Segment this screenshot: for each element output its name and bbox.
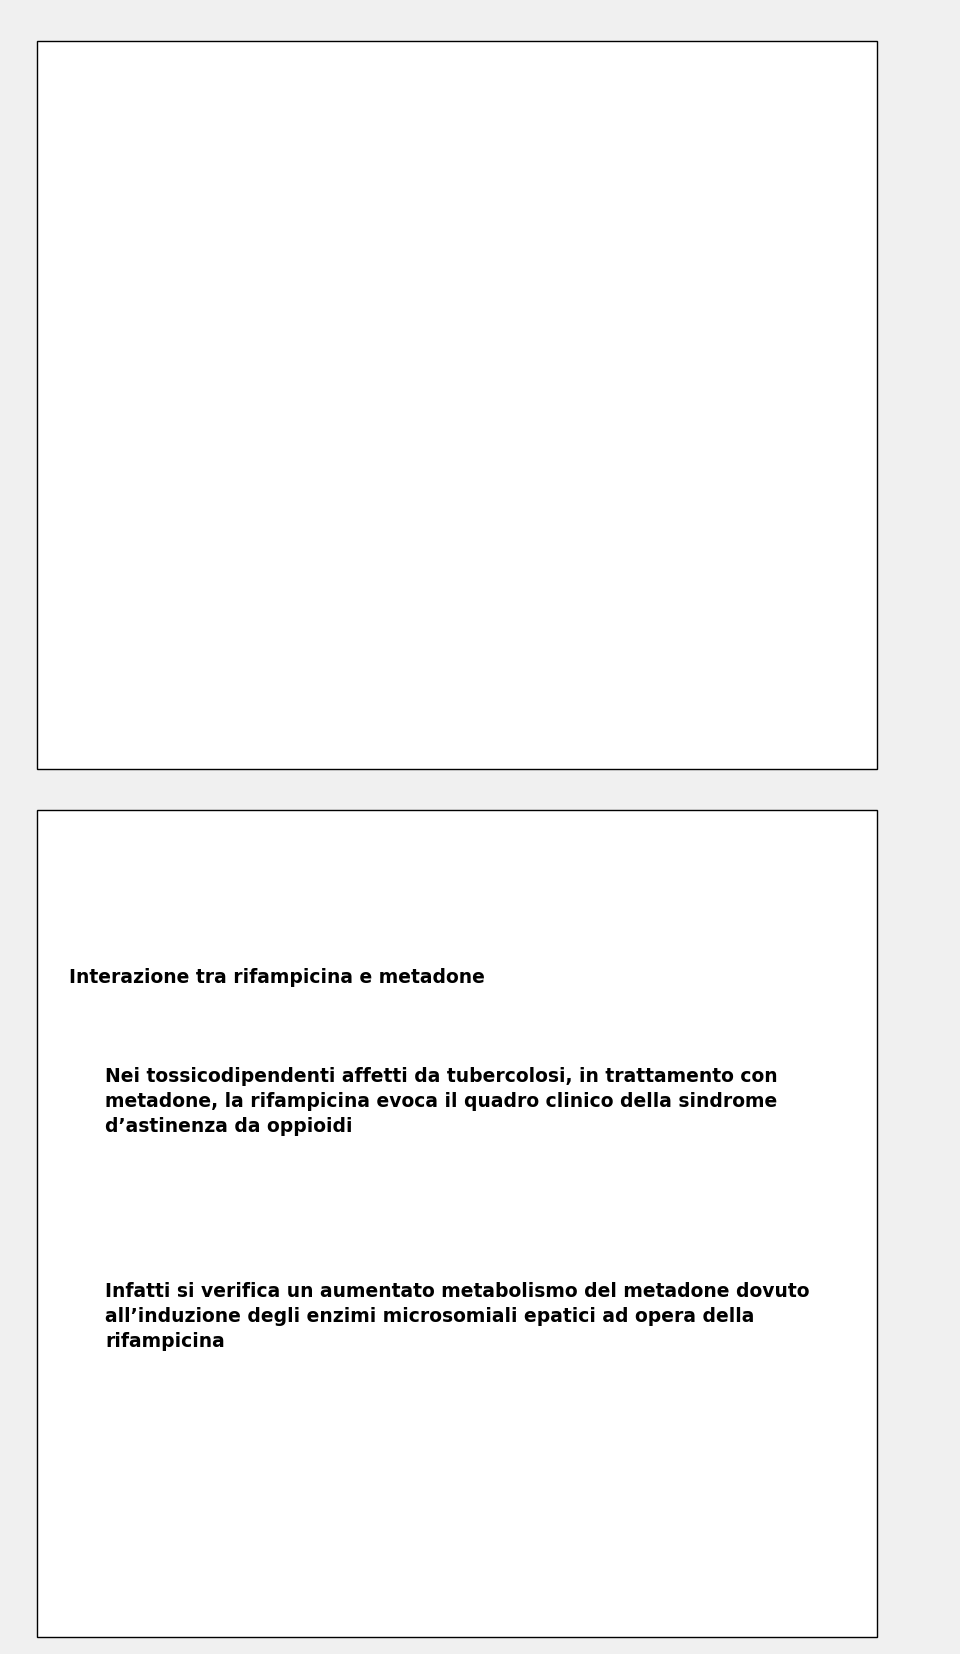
Text: Nei tossicodipendenti affetti da tubercolosi, in trattamento con
metadone, la ri: Nei tossicodipendenti affetti da tuberco… xyxy=(105,1067,778,1136)
FancyBboxPatch shape xyxy=(36,810,877,1637)
Text: Infatti si verifica un aumentato metabolismo del metadone dovuto
all’induzione d: Infatti si verifica un aumentato metabol… xyxy=(105,1282,809,1351)
Text: Interazione tra rifampicina e metadone: Interazione tra rifampicina e metadone xyxy=(68,968,485,986)
FancyBboxPatch shape xyxy=(36,41,877,769)
